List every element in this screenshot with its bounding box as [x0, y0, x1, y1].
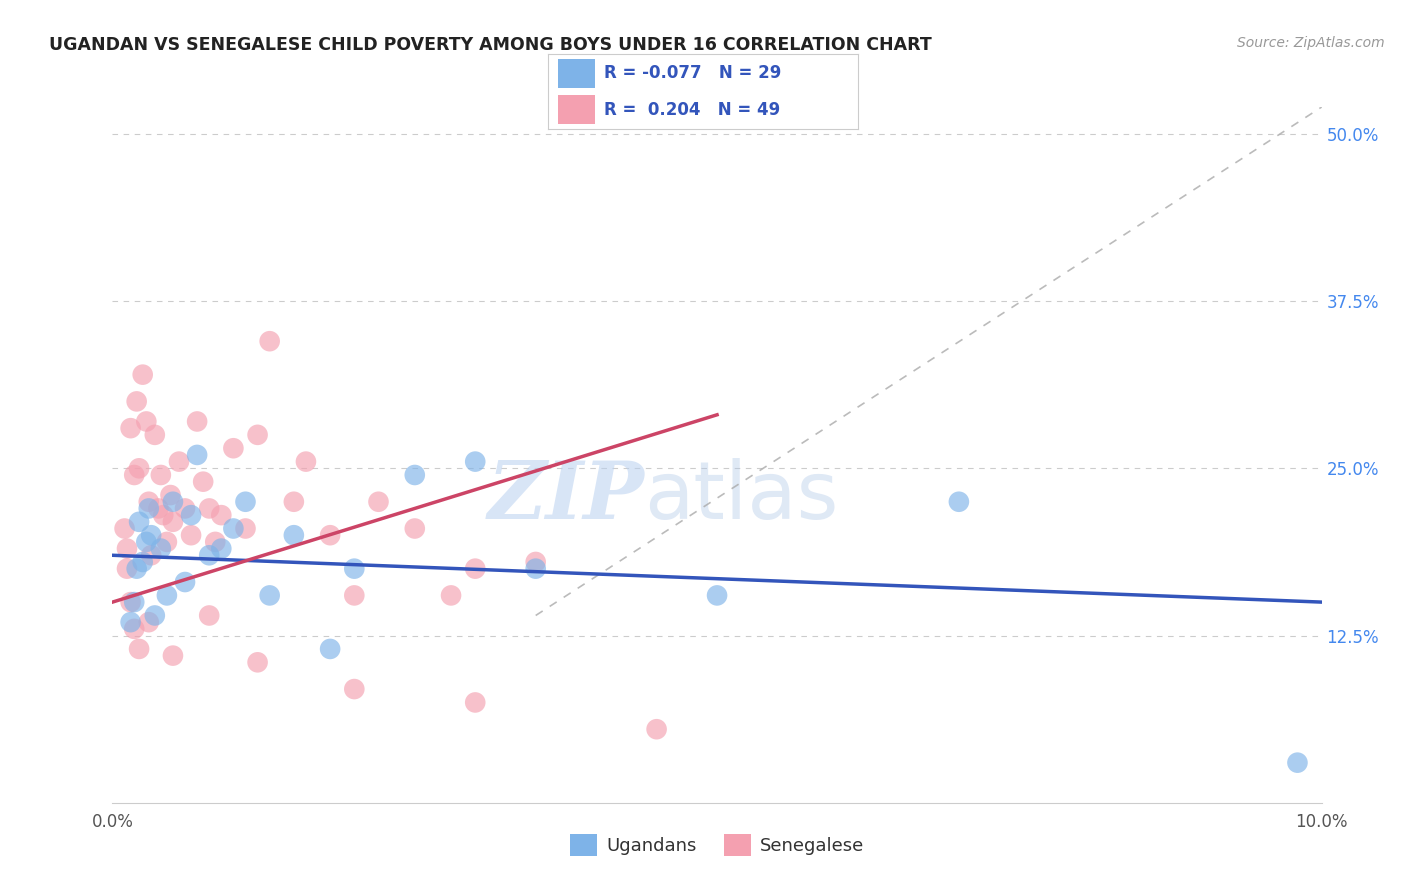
- Point: [295, 455, 318, 469]
- Point: [156, 589, 179, 603]
- Point: [143, 427, 166, 442]
- Point: [162, 515, 184, 529]
- Point: [222, 442, 245, 455]
- Point: [1286, 756, 1309, 770]
- Point: [152, 508, 174, 523]
- Point: [149, 541, 172, 556]
- Point: [162, 648, 184, 663]
- Point: [319, 642, 342, 657]
- Point: [198, 501, 221, 516]
- Point: [138, 501, 160, 516]
- Point: [167, 455, 190, 469]
- Point: [259, 589, 281, 603]
- Point: [114, 521, 136, 535]
- Point: [367, 494, 389, 508]
- Text: R = -0.077   N = 29: R = -0.077 N = 29: [605, 64, 782, 82]
- Point: [125, 562, 148, 576]
- Point: [235, 494, 257, 508]
- Text: UGANDAN VS SENEGALESE CHILD POVERTY AMONG BOYS UNDER 16 CORRELATION CHART: UGANDAN VS SENEGALESE CHILD POVERTY AMON…: [49, 36, 932, 54]
- Point: [645, 723, 668, 737]
- Point: [464, 696, 486, 710]
- Point: [524, 562, 547, 576]
- Point: [132, 555, 155, 569]
- Point: [115, 562, 138, 576]
- FancyBboxPatch shape: [558, 59, 595, 87]
- Point: [259, 334, 281, 348]
- Point: [122, 595, 145, 609]
- Text: Source: ZipAtlas.com: Source: ZipAtlas.com: [1237, 36, 1385, 50]
- Point: [246, 427, 269, 442]
- Point: [198, 608, 221, 623]
- Point: [283, 494, 305, 508]
- Text: ZIP: ZIP: [488, 458, 644, 535]
- Point: [198, 548, 221, 563]
- Point: [128, 515, 150, 529]
- Point: [120, 421, 142, 435]
- Point: [209, 508, 232, 523]
- Text: R =  0.204   N = 49: R = 0.204 N = 49: [605, 101, 780, 119]
- Point: [115, 541, 138, 556]
- FancyBboxPatch shape: [558, 95, 595, 124]
- Point: [122, 467, 145, 482]
- Point: [235, 521, 257, 535]
- Point: [148, 501, 170, 516]
- Point: [120, 595, 142, 609]
- Point: [120, 615, 142, 630]
- Point: [141, 548, 163, 563]
- Point: [706, 589, 728, 603]
- Point: [143, 608, 166, 623]
- Point: [135, 414, 157, 428]
- Point: [159, 488, 181, 502]
- Point: [122, 622, 145, 636]
- Point: [464, 455, 486, 469]
- Point: [191, 475, 215, 489]
- Point: [180, 508, 202, 523]
- Point: [343, 681, 366, 696]
- Point: [186, 414, 208, 428]
- Point: [404, 467, 426, 482]
- Point: [319, 528, 342, 542]
- Point: [180, 528, 202, 542]
- Point: [343, 589, 366, 603]
- Point: [128, 461, 150, 475]
- Point: [138, 615, 160, 630]
- Point: [404, 521, 426, 535]
- Point: [132, 368, 155, 382]
- Point: [246, 655, 269, 669]
- Point: [174, 501, 197, 516]
- Point: [156, 534, 179, 549]
- Point: [174, 574, 197, 589]
- Point: [343, 562, 366, 576]
- Point: [222, 521, 245, 535]
- Point: [204, 534, 226, 549]
- Point: [209, 541, 232, 556]
- Point: [440, 589, 463, 603]
- Point: [162, 494, 184, 508]
- Point: [141, 528, 163, 542]
- Text: atlas: atlas: [644, 458, 839, 536]
- Point: [149, 467, 172, 482]
- Point: [186, 448, 208, 462]
- Point: [464, 562, 486, 576]
- Point: [524, 555, 547, 569]
- Point: [138, 494, 160, 508]
- Point: [948, 494, 970, 508]
- Point: [128, 642, 150, 657]
- Point: [135, 534, 157, 549]
- Point: [283, 528, 305, 542]
- Point: [125, 394, 148, 409]
- Legend: Ugandans, Senegalese: Ugandans, Senegalese: [562, 827, 872, 863]
